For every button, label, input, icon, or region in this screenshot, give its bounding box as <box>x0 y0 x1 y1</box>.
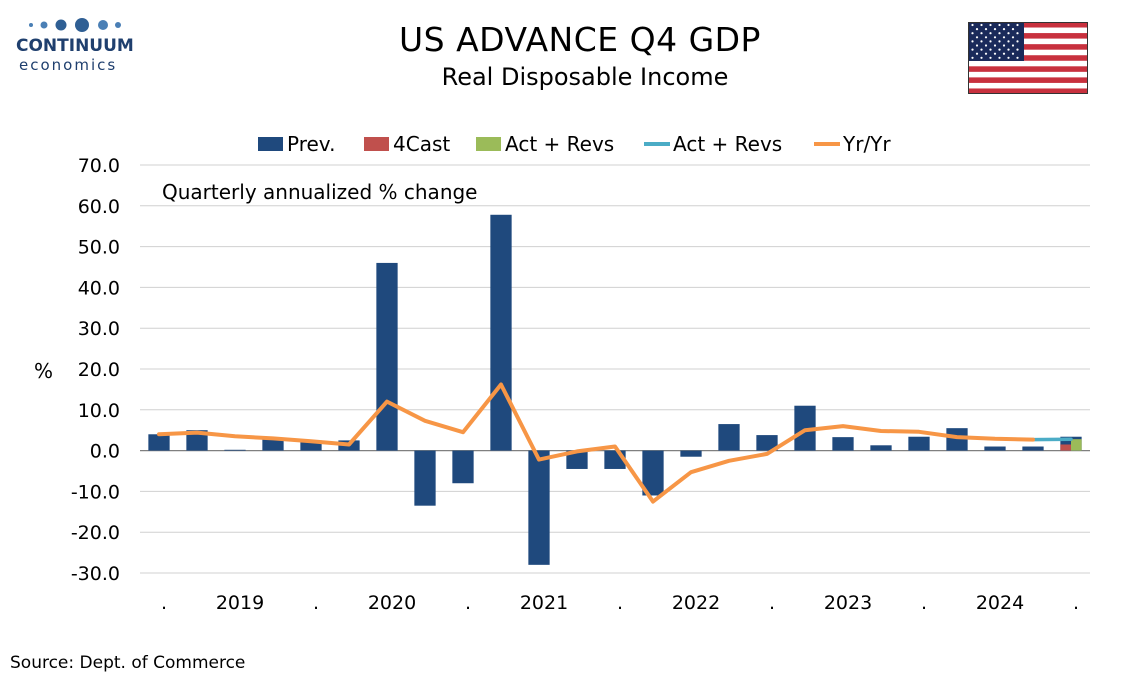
legend-swatch <box>364 137 389 151</box>
bar-prev <box>794 405 816 451</box>
legend-item: Act + Revs <box>644 132 782 156</box>
y-tick-label: 10.0 <box>78 400 120 422</box>
x-tick-label: . <box>1073 592 1079 614</box>
x-tick-label: . <box>465 592 471 614</box>
logo-sub: economics <box>19 56 118 74</box>
y-axis: 70.0 60.0 50.0 40.0 30.0 20.0 10.0 0.0 -10.0 -20.… <box>71 155 120 585</box>
legend-label: Act + Revs <box>505 132 614 156</box>
bar-prev <box>984 446 1006 451</box>
x-tick-label: . <box>769 592 775 614</box>
bars <box>148 214 1082 565</box>
bar-prev <box>490 214 512 451</box>
legend-swatch <box>258 137 283 151</box>
bar-prev <box>870 445 892 451</box>
source-note: Source: Dept. of Commerce <box>10 653 246 673</box>
x-tick-label: 2020 <box>368 592 416 614</box>
bar-prev <box>300 440 322 451</box>
x-tick-label: 2023 <box>824 592 872 614</box>
x-axis: . 2019. 2020. 2021. 2022. 2023. 2024. <box>161 592 1079 614</box>
chart-subtitle: Real Disposable Income <box>441 63 729 91</box>
bar-prev <box>756 435 778 451</box>
bar-prev <box>566 450 588 469</box>
bar-prev <box>528 450 550 565</box>
logo-brand: CONTINUUM <box>16 36 134 56</box>
y-tick-label: -20.0 <box>71 522 120 544</box>
y-tick-label: 70.0 <box>78 155 120 177</box>
legend-item: Prev. <box>258 132 335 156</box>
legend-item: Yr/Yr <box>814 132 891 156</box>
y-tick-label: 0.0 <box>90 441 120 463</box>
bar-prev <box>832 437 854 451</box>
y-tick-label: -30.0 <box>71 563 120 585</box>
bar-prev <box>262 439 284 451</box>
x-tick-label: . <box>617 592 623 614</box>
grid <box>140 164 1090 574</box>
bar-prev <box>1022 446 1044 451</box>
bar-prev <box>414 450 436 506</box>
bar-prev <box>680 450 702 457</box>
continuum-logo: CONTINUUM economics <box>10 14 135 76</box>
bar-prev <box>946 428 968 451</box>
chart-title: US ADVANCE Q4 GDP <box>399 20 761 59</box>
bar-prev <box>908 436 930 451</box>
x-tick-label: . <box>313 592 319 614</box>
legend-item: 4Cast <box>364 132 450 156</box>
lines <box>157 382 1073 504</box>
x-tick-label: 2019 <box>216 592 264 614</box>
line-yr-yr <box>157 382 1035 504</box>
legend-label: 4Cast <box>393 132 450 156</box>
bar-prev <box>376 262 398 451</box>
x-tick-label: 2021 <box>520 592 568 614</box>
us-flag-icon <box>968 22 1088 94</box>
x-tick-label: 2022 <box>672 592 720 614</box>
y-tick-label: 50.0 <box>78 237 120 259</box>
legend: Prev. 4Cast Act + Revs Act + Revs Yr/Yr <box>258 132 891 156</box>
x-tick-label: . <box>921 592 927 614</box>
y-tick-label: 30.0 <box>78 318 120 340</box>
y-tick-label: -10.0 <box>71 481 120 503</box>
bar-prev <box>224 449 246 451</box>
y-tick-label: 60.0 <box>78 196 120 218</box>
legend-item: Act + Revs <box>476 132 614 156</box>
dots-logo-icon <box>29 18 121 32</box>
chart: Prev. 4Cast Act + Revs Act + Revs Yr/Yr 70.0… <box>34 132 1090 614</box>
legend-label: Yr/Yr <box>842 132 891 156</box>
bar-prev <box>642 450 664 496</box>
bar-act-revs <box>1071 439 1082 451</box>
legend-swatch <box>476 137 501 151</box>
y-axis-label: % <box>34 359 53 383</box>
bar-prev <box>148 434 170 451</box>
x-tick-label: . <box>161 592 167 614</box>
legend-label: Prev. <box>287 132 335 156</box>
bar-prev <box>452 450 474 484</box>
chart-annotation: Quarterly annualized % change <box>162 180 478 204</box>
y-tick-label: 20.0 <box>78 359 120 381</box>
x-tick-label: 2024 <box>976 592 1024 614</box>
legend-label: Act + Revs <box>673 132 782 156</box>
bar-prev <box>186 430 208 451</box>
y-tick-label: 40.0 <box>78 277 120 299</box>
bar-prev <box>718 424 740 451</box>
bar-4cast <box>1060 444 1071 451</box>
